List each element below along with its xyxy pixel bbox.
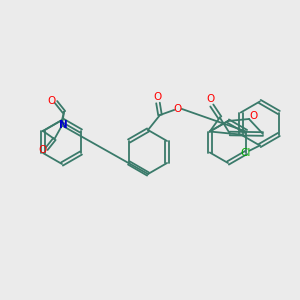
Text: O: O [48,96,56,106]
Text: Cl: Cl [241,148,251,158]
Text: O: O [153,92,161,102]
Text: O: O [38,145,46,155]
Text: N: N [58,121,67,130]
Text: O: O [174,104,182,114]
Text: O: O [250,111,258,121]
Text: O: O [207,94,215,104]
